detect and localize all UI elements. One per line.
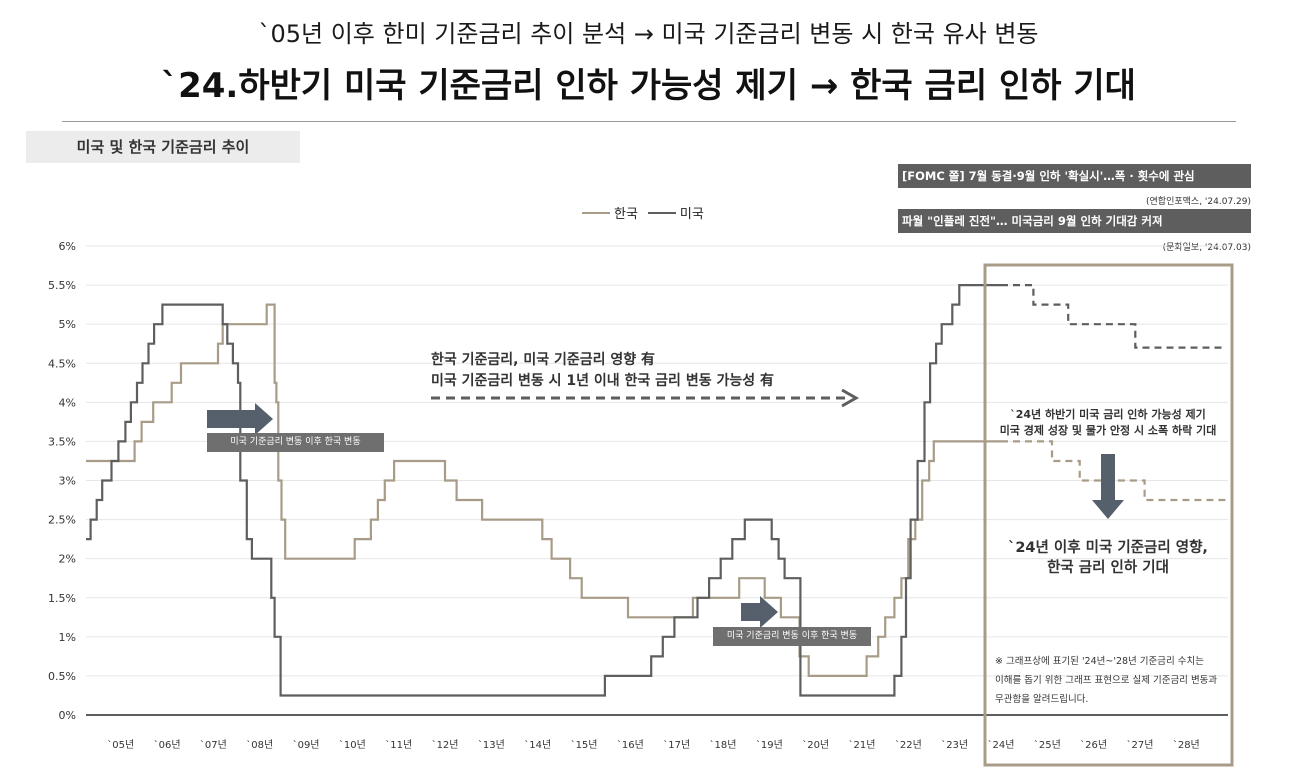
forecast-annotation-line1: `24년 하반기 미국 금리 인하 가능성 제기: [1010, 408, 1206, 421]
lag-tag-1: 미국 기준금리 변동 이후 한국 변동: [207, 433, 384, 452]
x-tick-label: `24년: [988, 739, 1015, 751]
y-tick-label: 4%: [59, 396, 76, 409]
expect-annotation-line1: `24년 이후 미국 기준금리 영향,: [1008, 540, 1208, 556]
legend-item-usa: 미국: [647, 203, 704, 222]
right-arrow-1: [207, 403, 273, 435]
news-source-2: (문화일보, '24.07.03): [1162, 243, 1251, 253]
legend-item-korea: 한국: [582, 203, 638, 222]
usa-projection-line: [1001, 284, 1226, 349]
disclaimer-line2: 이해를 돕기 위한 그래프 표현으로 실제 기준금리 변동과: [995, 675, 1218, 686]
legend-swatch-korea: [582, 211, 610, 214]
y-tick-label: 4.5%: [48, 357, 76, 370]
right-arrow-2: [741, 596, 778, 628]
korea-line: [86, 303, 1001, 677]
x-tick-label: `26년: [1080, 739, 1107, 751]
x-tick-label: `25년: [1034, 739, 1061, 751]
x-tick-label: `09년: [293, 739, 320, 751]
y-tick-label: 0%: [59, 709, 76, 722]
x-tick-label: `18년: [710, 739, 737, 751]
forecast-frame: [983, 263, 1234, 767]
dashed-arrow-head: [841, 388, 860, 408]
x-tick-label: `12년: [432, 739, 459, 751]
y-tick-label: 5.5%: [48, 279, 76, 292]
news-headline-1: [FOMC 쫄] 7월 동결·9월 인하 '확실시'…폭 · 횟수에 관심: [898, 164, 1251, 188]
disclaimer-note: ※ 그래프상에 표기된 '24년~'28년 기준금리 수치는 이해를 돕기 위한…: [995, 652, 1217, 709]
news-headline-2: 파월 "인플레 진전"… 미국금리 9월 인하 기대감 커져: [898, 209, 1251, 233]
x-tick-label: `05년: [107, 739, 134, 751]
usa-line: [86, 284, 1001, 697]
y-tick-label: 2.5%: [48, 514, 76, 527]
x-tick-label: `06년: [154, 739, 181, 751]
disclaimer-line3: 무관함을 알려드립니다.: [995, 694, 1089, 705]
y-tick-label: 6%: [59, 240, 76, 253]
x-tick-label: `07년: [200, 739, 227, 751]
y-tick-label: 3%: [59, 475, 76, 488]
x-tick-label: `14년: [524, 739, 551, 751]
disclaimer-line1: ※ 그래프상에 표기된 '24년~'28년 기준금리 수치는: [995, 656, 1204, 667]
y-tick-label: 5%: [59, 318, 76, 331]
down-arrow: [1092, 454, 1124, 519]
section-label: 미국 및 한국 기준금리 추이: [26, 131, 300, 163]
x-tick-label: `21년: [849, 739, 876, 751]
x-tick-label: `28년: [1173, 739, 1200, 751]
subtitle: `05년 이후 한미 기준금리 추이 분석 → 미국 기준금리 변동 시 한국 …: [258, 20, 1039, 48]
x-tick-label: `20년: [802, 739, 829, 751]
x-tick-label: `23년: [941, 739, 968, 751]
legend-label-korea: 한국: [614, 207, 638, 222]
x-tick-label: `27년: [1127, 739, 1154, 751]
y-tick-label: 0.5%: [48, 670, 76, 683]
x-tick-label: `13년: [478, 739, 505, 751]
legend-label-usa: 미국: [679, 207, 704, 222]
y-tick-label: 3.5%: [48, 435, 76, 448]
x-tick-label: `08년: [246, 739, 273, 751]
x-tick-label: `15년: [571, 739, 598, 751]
chart-legend: 한국 미국: [582, 203, 704, 222]
forecast-annotation-line2: 미국 경제 성장 및 물가 안정 시 소폭 하락 기대: [999, 424, 1217, 437]
x-tick-label: `16년: [617, 739, 644, 751]
expect-annotation-line2: 한국 금리 인하 기대: [1047, 560, 1169, 576]
news-source-1: (연합인포맥스, '24.07.29): [1146, 197, 1251, 207]
page-title: `24.하반기 미국 기준금리 인하 가능성 제기 → 한국 금리 인하 기대: [161, 66, 1136, 106]
legend-swatch-usa: [647, 211, 676, 214]
x-tick-label: `11년: [385, 739, 412, 751]
korea-projection-line: [1001, 440, 1226, 502]
title-divider: [62, 121, 1236, 122]
y-tick-label: 1%: [59, 631, 76, 644]
lag-tag-2: 미국 기준금리 변동 이후 한국 변동: [713, 627, 871, 646]
y-tick-label: 2%: [59, 553, 76, 566]
middle-annotation-line1: 한국 기준금리, 미국 기준금리 영향 有: [431, 352, 656, 368]
middle-annotation-line2: 미국 기준금리 변동 시 1년 이내 한국 금리 변동 가능성 有: [431, 373, 774, 389]
x-tick-label: `19년: [756, 739, 783, 751]
x-tick-label: `17년: [663, 739, 690, 751]
y-tick-label: 1.5%: [48, 592, 76, 605]
x-tick-label: `22년: [895, 739, 922, 751]
x-tick-label: `10년: [339, 739, 366, 751]
